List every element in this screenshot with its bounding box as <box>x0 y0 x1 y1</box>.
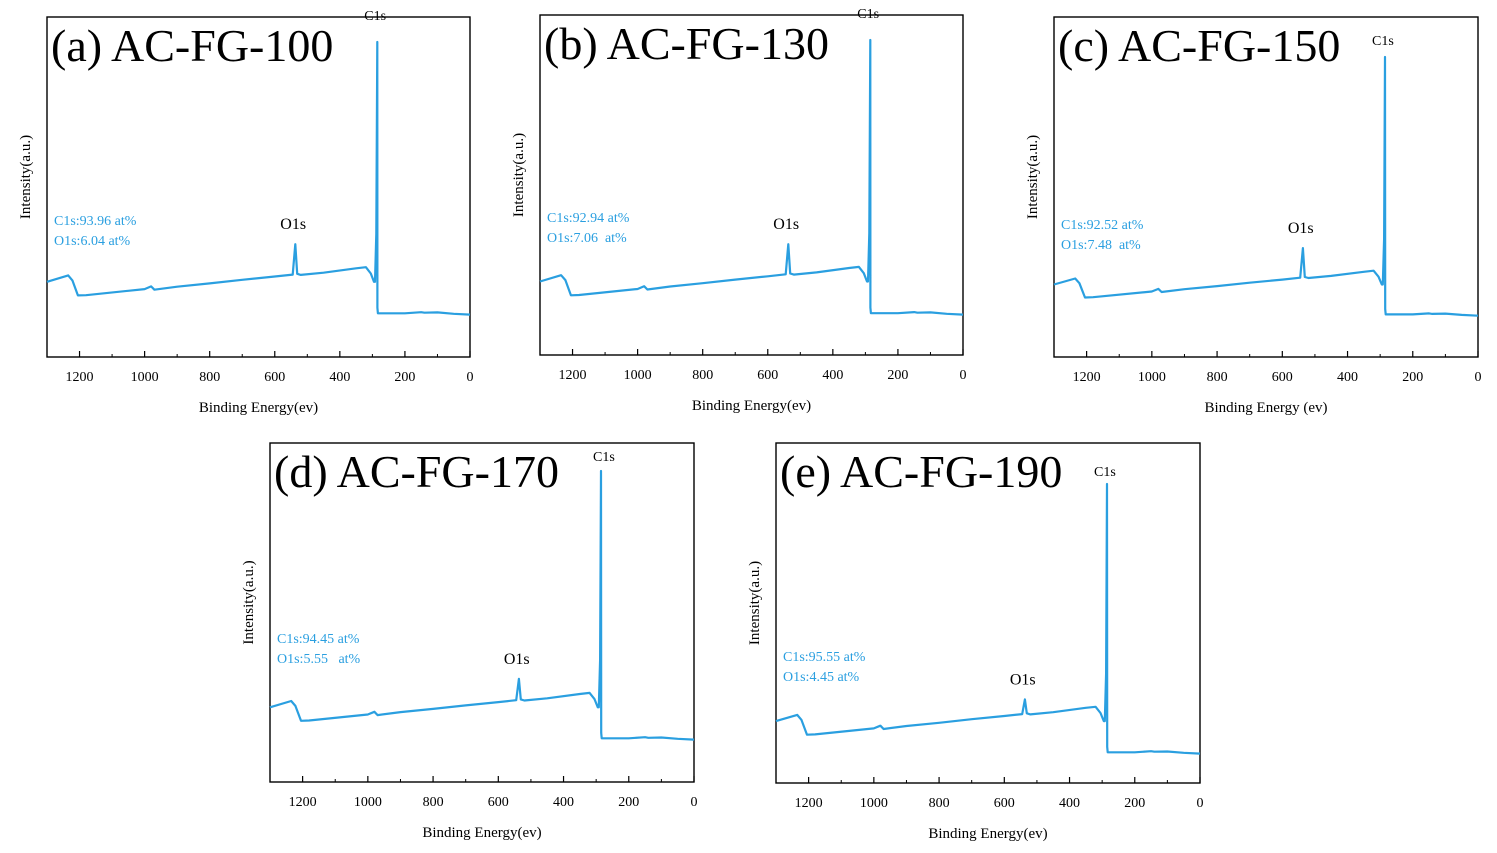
c1s-at-annotation: C1s:92.94 at% <box>547 211 630 226</box>
panel-title: (b) AC-FG-130 <box>544 18 829 69</box>
x-tick-label: 800 <box>929 796 950 811</box>
c1s-peak-label: C1s <box>1094 465 1116 480</box>
o1s-peak-label: O1s <box>773 216 799 233</box>
x-tick-label: 600 <box>757 368 778 383</box>
x-tick-label: 0 <box>960 368 967 383</box>
x-tick-label: 600 <box>1272 370 1293 385</box>
x-tick-label: 0 <box>1197 796 1204 811</box>
x-tick-label: 800 <box>199 370 220 385</box>
x-tick-label: 1200 <box>289 795 317 810</box>
o1s-at-annotation: O1s:4.45 at% <box>783 670 860 685</box>
x-tick-label: 600 <box>994 796 1015 811</box>
c1s-peak-label: C1s <box>593 450 615 465</box>
o1s-peak-label: O1s <box>280 216 306 233</box>
x-tick-label: 400 <box>1059 796 1080 811</box>
x-tick-label: 1200 <box>66 370 94 385</box>
panel-c: 1200 1000 800 600 400 200 0 Binding Energy (ev)… <box>1025 16 1482 416</box>
spectrum-line <box>46 40 471 316</box>
x-tick-label: 1000 <box>131 370 159 385</box>
plot-frame <box>539 14 964 356</box>
x-tick-label: 1000 <box>1138 370 1166 385</box>
o1s-at-annotation: O1s:6.04 at% <box>54 234 131 249</box>
x-tick-label: 800 <box>692 368 713 383</box>
x-axis-label: Binding Energy(ev) <box>928 826 1047 842</box>
y-axis-label: Intensity(a.u.) <box>18 135 34 219</box>
panel-title: (c) AC-FG-150 <box>1058 20 1340 71</box>
x-tick-label: 200 <box>1124 796 1145 811</box>
spectrum-line <box>1053 55 1479 317</box>
x-tick-label: 200 <box>394 370 415 385</box>
spectrum-line <box>269 469 695 741</box>
y-axis-label: Intensity(a.u.) <box>511 133 527 217</box>
c1s-at-annotation: C1s:93.96 at% <box>54 214 137 229</box>
panel-e: 1200 1000 800 600 400 200 0 Binding Energy(ev) I… <box>747 442 1204 842</box>
c1s-peak-label: C1s <box>364 9 386 24</box>
x-tick-label: 600 <box>264 370 285 385</box>
x-tick-label: 400 <box>822 368 843 383</box>
x-axis-label: Binding Energy (ev) <box>1204 400 1327 416</box>
y-axis-label: Intensity(a.u.) <box>241 560 257 644</box>
spectrum-line <box>775 482 1201 755</box>
c1s-peak-label: C1s <box>1372 34 1394 49</box>
x-tick-label: 800 <box>423 795 444 810</box>
x-tick-label: 1200 <box>1073 370 1101 385</box>
panel-d: 1200 1000 800 600 400 200 0 Binding Energy(ev) I… <box>241 442 698 841</box>
o1s-peak-label: O1s <box>504 651 530 668</box>
x-tick-label: 1000 <box>354 795 382 810</box>
x-tick-label: 1000 <box>624 368 652 383</box>
x-tick-label: 200 <box>1402 370 1423 385</box>
x-axis-label: Binding Energy(ev) <box>692 398 811 414</box>
x-tick-label: 400 <box>1337 370 1358 385</box>
plot-frame <box>775 442 1201 784</box>
spectrum-line <box>539 38 964 316</box>
panel-b: 1200 1000 800 600 400 200 0 Binding Energy(ev) I… <box>511 7 967 414</box>
x-tick-label: 0 <box>1475 370 1482 385</box>
plot-frame <box>46 16 471 358</box>
panel-a: 1200 1000 800 600 400 200 0 Binding Energy(ev) I… <box>18 9 474 416</box>
y-axis-label: Intensity(a.u.) <box>747 561 763 645</box>
c1s-at-annotation: C1s:95.55 at% <box>783 650 866 665</box>
x-tick-label: 0 <box>691 795 698 810</box>
c1s-at-annotation: C1s:94.45 at% <box>277 632 360 647</box>
o1s-at-annotation: O1s:7.48 at% <box>1061 238 1141 253</box>
panel-title: (a) AC-FG-100 <box>51 20 333 71</box>
panel-title: (d) AC-FG-170 <box>274 446 559 497</box>
x-axis-label: Binding Energy(ev) <box>199 400 318 416</box>
x-tick-label: 600 <box>488 795 509 810</box>
o1s-at-annotation: O1s:5.55 at% <box>277 652 361 667</box>
x-tick-label: 1200 <box>559 368 587 383</box>
o1s-at-annotation: O1s:7.06 at% <box>547 231 627 246</box>
x-tick-label: 200 <box>887 368 908 383</box>
x-tick-label: 1200 <box>795 796 823 811</box>
x-tick-label: 200 <box>618 795 639 810</box>
x-tick-label: 400 <box>329 370 350 385</box>
x-tick-label: 1000 <box>860 796 888 811</box>
plot-frame <box>1053 16 1479 358</box>
c1s-peak-label: C1s <box>857 7 879 22</box>
o1s-peak-label: O1s <box>1010 671 1036 688</box>
x-tick-label: 0 <box>467 370 474 385</box>
panel-title: (e) AC-FG-190 <box>780 446 1062 497</box>
x-tick-label: 800 <box>1207 370 1228 385</box>
x-axis-label: Binding Energy(ev) <box>422 825 541 841</box>
c1s-at-annotation: C1s:92.52 at% <box>1061 218 1144 233</box>
plot-frame <box>269 442 695 783</box>
x-tick-label: 400 <box>553 795 574 810</box>
o1s-peak-label: O1s <box>1288 220 1314 237</box>
y-axis-label: Intensity(a.u.) <box>1025 135 1041 219</box>
